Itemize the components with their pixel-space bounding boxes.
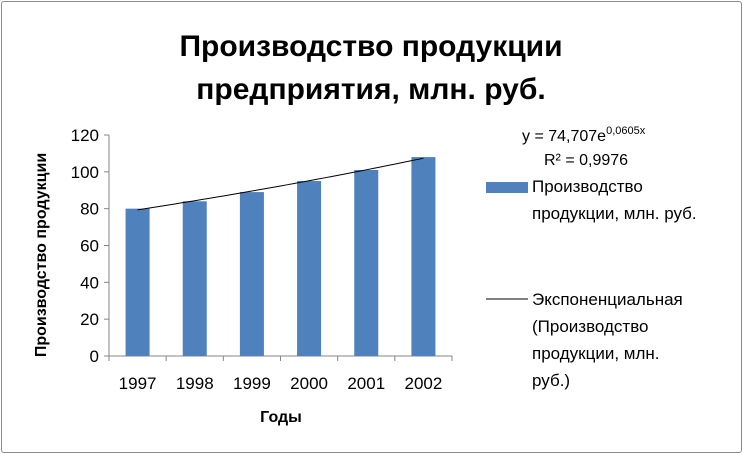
y-tick-label: 0: [90, 347, 99, 366]
bar-series: [125, 157, 436, 356]
legend-label-trendline-line-2: (Производство: [532, 317, 649, 336]
x-tick-label: 2000: [290, 374, 328, 393]
bar-2001: [354, 169, 379, 356]
y-ticks: 0 20 40 60 80 100 120: [71, 126, 109, 366]
x-tick-label: 2001: [347, 374, 385, 393]
trendline-equation: y = 74,707e0,0605x: [522, 125, 646, 145]
legend-label-production-line-2: продукции, млн. руб.: [532, 204, 697, 223]
y-axis-title: Производство продукции: [33, 153, 50, 357]
legend-label-trendline-line-1: Экспоненциальная: [532, 290, 683, 309]
y-tick-label: 60: [80, 237, 99, 256]
bar-2002: [411, 157, 436, 356]
trendline-r-squared: R² = 0,9976: [544, 152, 628, 169]
y-tick-label: 120: [71, 126, 99, 145]
bar-1999: [239, 192, 264, 356]
legend-label-trendline-line-3: продукции, млн.: [532, 344, 660, 363]
bar-2000: [297, 181, 322, 356]
x-tick-label: 1998: [176, 374, 214, 393]
x-tick-label: 1999: [233, 374, 271, 393]
legend-label-production-line-1: Производство: [532, 177, 643, 196]
y-tick-label: 20: [80, 310, 99, 329]
y-tick-label: 80: [80, 200, 99, 219]
legend-label-trendline-line-4: руб.): [532, 371, 570, 390]
y-tick-label: 100: [71, 163, 99, 182]
x-axis-title: Годы: [260, 409, 302, 426]
y-tick-label: 40: [80, 273, 99, 292]
x-tick-label: 2002: [405, 374, 443, 393]
chart-title-line-2: предприятия, млн. руб.: [196, 73, 545, 106]
trendline-equation-exponent: 0,0605x: [606, 125, 646, 137]
exponential-trendline: [137, 157, 424, 211]
x-tick-label: 1997: [119, 374, 157, 393]
x-ticks: 1997 1998 1999 2000 2001 2002: [108, 356, 453, 393]
chart-title-line-1: Производство продукции: [179, 30, 562, 63]
trendline-equation-base: y = 74,707e: [522, 128, 606, 145]
legend-swatch-production: [486, 182, 528, 193]
bar-1997: [125, 208, 150, 356]
bar-1998: [182, 201, 207, 356]
